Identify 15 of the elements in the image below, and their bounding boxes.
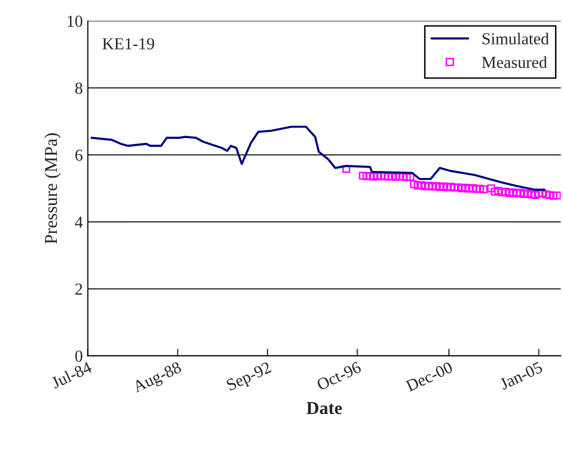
y-tick-label: 10 [68, 16, 82, 27]
x-tick-label: Sep-92 [226, 362, 274, 394]
y-tick-label: 4 [74, 216, 83, 228]
annotation: KE1-19 [102, 38, 154, 50]
x-tick-label: Jan-05 [499, 361, 544, 390]
legend-label: Simulated [482, 32, 549, 44]
x-tick-label: Oct-96 [316, 361, 362, 391]
x-tick-label: Jul-84 [50, 360, 93, 389]
y-tick-label: 0 [75, 350, 82, 362]
legend-label: Measured [482, 56, 548, 68]
y-tick-label: 6 [75, 150, 82, 161]
x-axis-title: Date [306, 402, 342, 414]
y-axis-title: Pressure (MPa) [44, 133, 61, 244]
y-tick-label: 2 [75, 284, 82, 295]
y-tick-label: 8 [75, 82, 82, 94]
